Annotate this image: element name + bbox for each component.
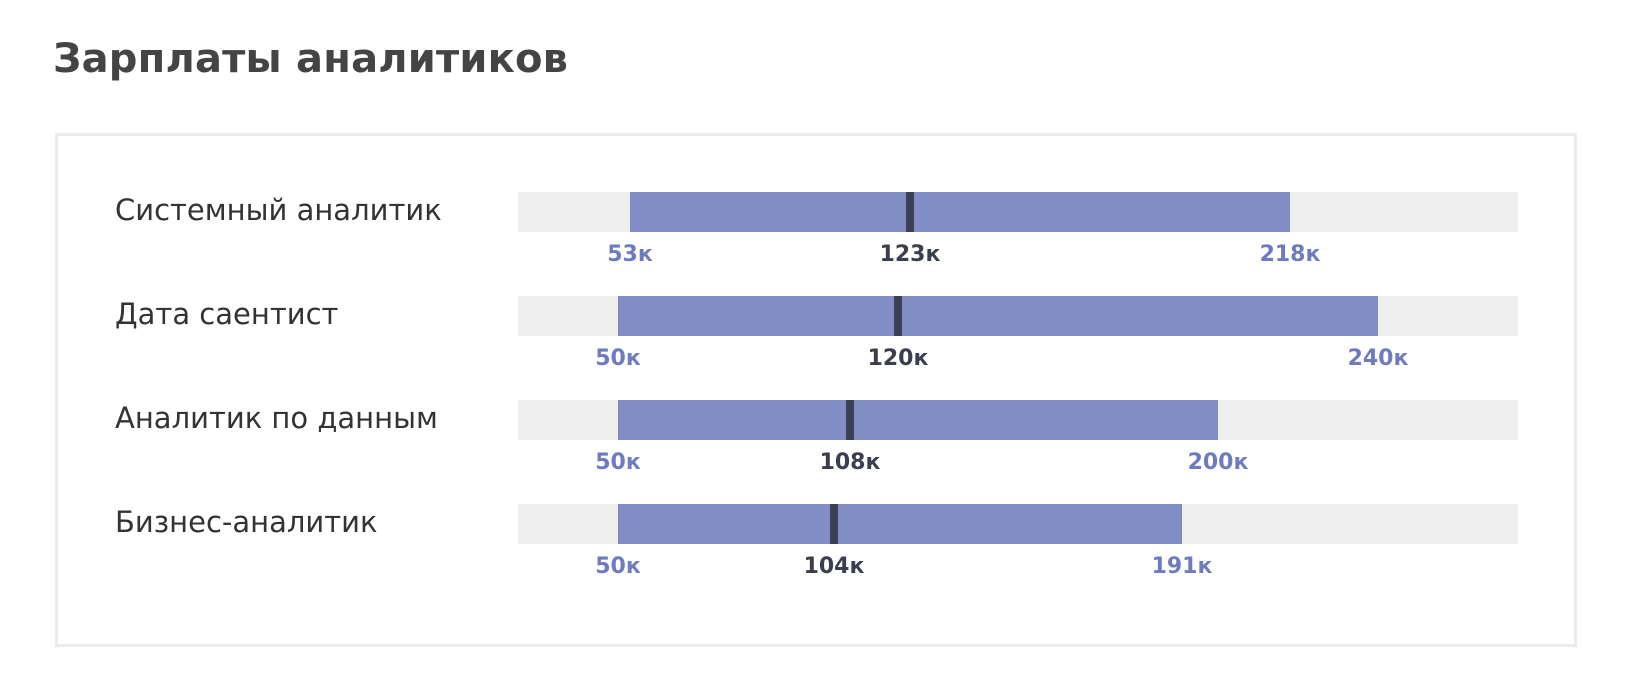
row-label: Аналитик по данным	[115, 401, 438, 435]
min-value-label: 50к	[595, 450, 641, 475]
min-value-label: 50к	[595, 346, 641, 371]
median-marker	[830, 504, 838, 544]
max-value-label: 218к	[1259, 242, 1321, 267]
range-bar	[618, 400, 1218, 440]
row-label: Системный аналитик	[115, 193, 442, 227]
max-value-label: 240к	[1347, 346, 1409, 371]
median-value-label: 123к	[879, 242, 941, 267]
range-track	[518, 504, 1518, 544]
range-bar	[630, 192, 1290, 232]
median-marker	[906, 192, 914, 232]
chart-title: Зарплаты аналитиков	[53, 36, 569, 82]
range-track	[518, 192, 1518, 232]
range-track	[518, 400, 1518, 440]
max-value-label: 191к	[1151, 554, 1213, 579]
median-value-label: 104к	[803, 554, 865, 579]
min-value-label: 50к	[595, 554, 641, 579]
row-label: Бизнес-аналитик	[115, 505, 378, 539]
median-marker	[846, 400, 854, 440]
min-value-label: 53к	[607, 242, 653, 267]
range-bar	[618, 296, 1378, 336]
median-value-label: 108к	[819, 450, 881, 475]
max-value-label: 200к	[1187, 450, 1249, 475]
median-marker	[894, 296, 902, 336]
range-bar	[618, 504, 1182, 544]
range-track	[518, 296, 1518, 336]
median-value-label: 120к	[867, 346, 929, 371]
row-label: Дата саентист	[115, 297, 339, 331]
